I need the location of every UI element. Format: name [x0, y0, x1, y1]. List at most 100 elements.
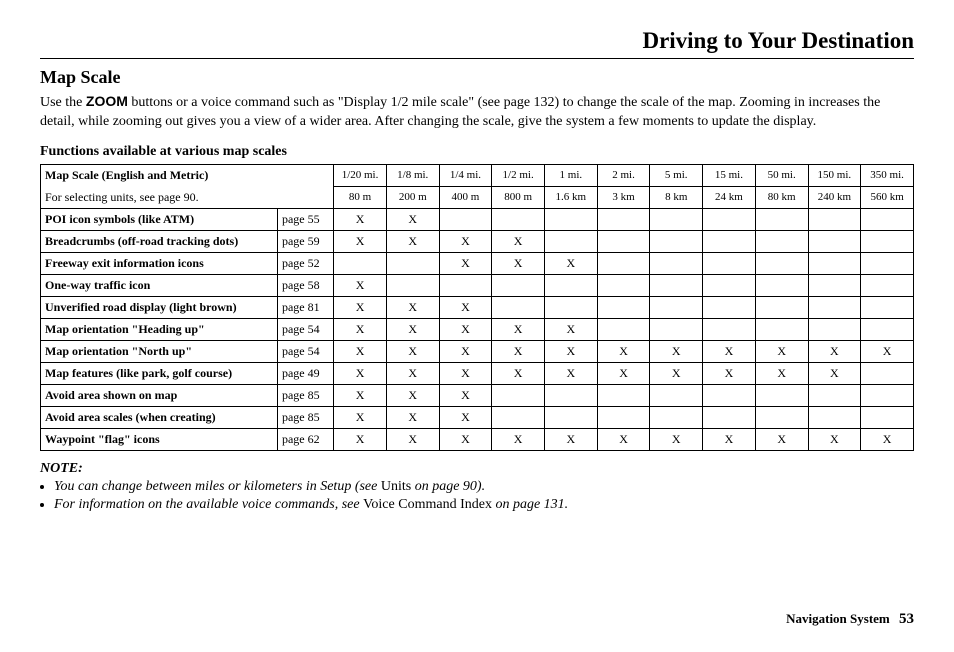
note-0-rm: Units [381, 479, 411, 494]
section-heading: Map Scale [40, 67, 914, 88]
row-mark [650, 208, 703, 230]
row-mark: X [439, 362, 492, 384]
scale-me-3: 800 m [492, 186, 545, 208]
row-mark: X [703, 428, 756, 450]
row-mark: X [334, 318, 387, 340]
table-row: Map orientation "Heading up"page 54XXXXX [41, 318, 914, 340]
row-mark: X [492, 230, 545, 252]
table-header-row-2: For selecting units, see page 90. 80 m 2… [41, 186, 914, 208]
row-mark: X [544, 252, 597, 274]
row-mark: X [544, 428, 597, 450]
row-mark [755, 406, 808, 428]
row-mark [650, 274, 703, 296]
row-page-ref: page 81 [277, 296, 333, 318]
row-mark [597, 384, 650, 406]
row-mark [650, 406, 703, 428]
note-item-0: You can change between miles or kilomete… [54, 479, 914, 495]
row-mark: X [544, 340, 597, 362]
row-mark [597, 252, 650, 274]
row-label: Waypoint "flag" icons [41, 428, 278, 450]
row-label: POI icon symbols (like ATM) [41, 208, 278, 230]
row-label: Map orientation "North up" [41, 340, 278, 362]
scale-me-5: 3 km [597, 186, 650, 208]
scale-me-7: 24 km [703, 186, 756, 208]
row-label: Freeway exit information icons [41, 252, 278, 274]
note-block: NOTE: You can change between miles or ki… [40, 461, 914, 513]
note-0-it1: You can change between miles or kilomete… [54, 479, 381, 494]
row-mark [544, 384, 597, 406]
row-mark: X [439, 406, 492, 428]
row-mark: X [439, 340, 492, 362]
row-mark [755, 252, 808, 274]
row-mark [861, 406, 914, 428]
row-mark [650, 384, 703, 406]
row-mark [703, 406, 756, 428]
row-mark: X [386, 406, 439, 428]
row-mark: X [334, 296, 387, 318]
scale-en-7: 15 mi. [703, 164, 756, 186]
table-row: Map features (like park, golf course)pag… [41, 362, 914, 384]
row-mark: X [808, 340, 861, 362]
row-mark [597, 230, 650, 252]
row-mark [544, 274, 597, 296]
row-mark [755, 208, 808, 230]
row-mark [544, 230, 597, 252]
row-mark [703, 274, 756, 296]
row-mark: X [650, 362, 703, 384]
row-page-ref: page 85 [277, 384, 333, 406]
scale-me-10: 560 km [861, 186, 914, 208]
row-label: Avoid area shown on map [41, 384, 278, 406]
scale-en-3: 1/2 mi. [492, 164, 545, 186]
row-mark [861, 296, 914, 318]
scale-en-8: 50 mi. [755, 164, 808, 186]
scale-me-8: 80 km [755, 186, 808, 208]
scale-en-6: 5 mi. [650, 164, 703, 186]
row-page-ref: page 54 [277, 340, 333, 362]
page-footer: Navigation System 53 [786, 611, 914, 628]
row-mark: X [386, 318, 439, 340]
map-scale-table: Map Scale (English and Metric) 1/20 mi. … [40, 164, 914, 451]
scale-en-2: 1/4 mi. [439, 164, 492, 186]
row-mark [650, 296, 703, 318]
row-mark [386, 274, 439, 296]
row-mark [492, 384, 545, 406]
row-mark [808, 274, 861, 296]
row-mark [544, 406, 597, 428]
row-mark [808, 208, 861, 230]
table-row: Avoid area shown on mappage 85XXX [41, 384, 914, 406]
row-mark: X [439, 384, 492, 406]
row-mark [755, 296, 808, 318]
row-mark: X [544, 318, 597, 340]
row-page-ref: page 52 [277, 252, 333, 274]
row-mark: X [755, 362, 808, 384]
row-mark [703, 230, 756, 252]
row-label: Avoid area scales (when creating) [41, 406, 278, 428]
row-mark: X [861, 340, 914, 362]
row-mark [861, 362, 914, 384]
table-row: One-way traffic iconpage 58X [41, 274, 914, 296]
row-mark [597, 274, 650, 296]
row-mark: X [492, 362, 545, 384]
zoom-word: ZOOM [86, 93, 128, 109]
row-mark: X [334, 274, 387, 296]
row-page-ref: page 55 [277, 208, 333, 230]
body-pre: Use the [40, 95, 86, 110]
row-page-ref: page 54 [277, 318, 333, 340]
row-mark: X [703, 362, 756, 384]
row-mark: X [386, 384, 439, 406]
table-body: POI icon symbols (like ATM)page 55XXBrea… [41, 208, 914, 450]
row-mark: X [334, 362, 387, 384]
row-page-ref: page 58 [277, 274, 333, 296]
row-mark [861, 230, 914, 252]
row-mark [808, 406, 861, 428]
row-mark: X [334, 428, 387, 450]
row-mark: X [492, 340, 545, 362]
row-label: Map features (like park, golf course) [41, 362, 278, 384]
row-mark: X [597, 428, 650, 450]
row-mark [808, 230, 861, 252]
row-mark [808, 296, 861, 318]
table-caption: Functions available at various map scale… [40, 144, 914, 160]
row-mark [755, 318, 808, 340]
scale-en-4: 1 mi. [544, 164, 597, 186]
note-item-1: For information on the available voice c… [54, 497, 914, 513]
